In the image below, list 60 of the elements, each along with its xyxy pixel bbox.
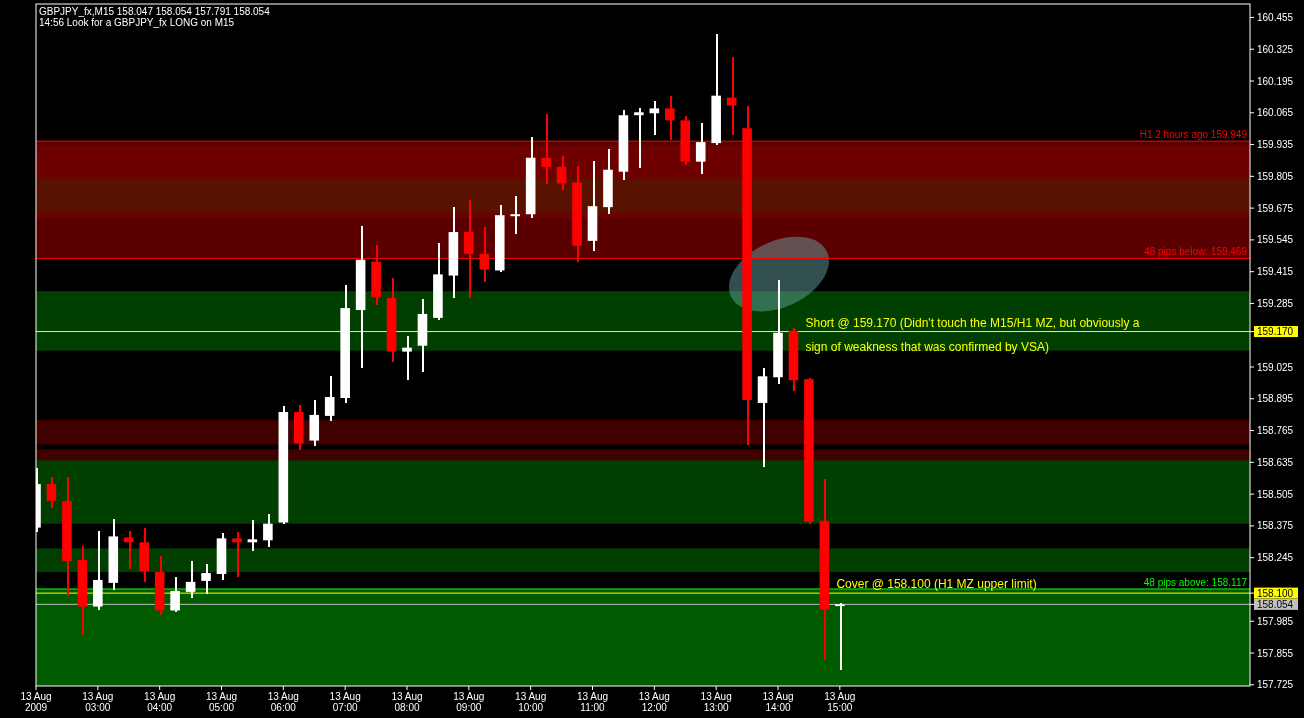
- candlestick: [247, 519, 258, 552]
- x-tick-label: 13 Aug 15:00: [824, 691, 856, 713]
- y-tick-label: 159.935: [1257, 139, 1294, 151]
- y-tick-label: 159.285: [1257, 297, 1294, 309]
- y-tick-label: 158.895: [1257, 393, 1294, 405]
- y-tick-label: 160.195: [1257, 75, 1294, 87]
- candlestick: [695, 122, 706, 175]
- text: 14:56 Look for a GBPJPY_fx LONG on M15: [39, 17, 235, 28]
- candlestick: [232, 531, 242, 578]
- candlestick: [46, 476, 57, 509]
- candlestick: [324, 375, 335, 422]
- y-tick-label: 158.245: [1257, 552, 1294, 564]
- y-tick-label: 160.325: [1257, 43, 1294, 55]
- y-tick-label: 159.170: [1257, 326, 1294, 338]
- y-tick-label: 157.725: [1257, 679, 1294, 691]
- candlestick: [185, 560, 196, 599]
- x-tick-label: 13 Aug 12:00: [638, 691, 670, 713]
- y-tick-label: 159.415: [1257, 266, 1294, 278]
- y-tick-label: 158.765: [1257, 425, 1294, 437]
- y-tick-label: 159.675: [1257, 202, 1294, 214]
- x-tick-label: 13 Aug 05:00: [205, 691, 238, 713]
- y-tick-label: 157.855: [1257, 647, 1294, 659]
- x-tick-label: 13 Aug 13:00: [700, 691, 732, 713]
- x-tick-label: 13 Aug 04:00: [144, 691, 176, 713]
- x-tick-label: 13 Aug 06:00: [267, 691, 299, 713]
- candlestick: [263, 513, 273, 548]
- y-tick-label: 158.375: [1257, 520, 1294, 532]
- annotation: Short @ 159.170 (Didn't touch the M15/H1 MZ, but obviously a sign of weakness that was confirmed by VSA): [805, 315, 1140, 354]
- ref-line-label: 48 pips below: 159.469: [1144, 246, 1248, 258]
- x-tick-label: 13 Aug 09:00: [453, 691, 485, 713]
- y-tick-label: 158.100: [1257, 587, 1294, 599]
- ref-line-label: H1 2 hours ago 159.949: [1139, 129, 1248, 141]
- x-tick-label: 13 Aug 11:00: [576, 691, 609, 713]
- x-tick-label: 13 Aug 07:00: [329, 691, 361, 713]
- y-tick-label: 158.635: [1257, 456, 1294, 468]
- y-tick-label: 160.065: [1257, 107, 1294, 119]
- candlestick: [510, 195, 520, 235]
- candlestick: [649, 100, 660, 136]
- chart-title: GBPJPY_fx,M15 158.047 158.054 157.791 158.054: [39, 6, 271, 17]
- x-tick-label: 13 Aug 03:00: [82, 691, 114, 713]
- candlestick: [123, 530, 134, 570]
- ref-line-label: 48 pips above: 158.117: [1143, 576, 1248, 588]
- y-tick-label: 157.985: [1257, 615, 1294, 627]
- x-tick-label: 13 Aug 10:00: [515, 691, 547, 713]
- x-tick-label: 13 Aug 14:00: [762, 691, 794, 713]
- candlestick: [835, 602, 845, 671]
- candlestick: [402, 335, 412, 381]
- y-tick-label: 160.455: [1257, 11, 1294, 23]
- candlestick: [634, 107, 644, 169]
- y-tick-label: 158.505: [1257, 488, 1294, 500]
- candlestick: [170, 576, 180, 613]
- x-tick-label: 13 Aug 08:00: [391, 691, 423, 713]
- y-tick-label: 159.805: [1257, 170, 1294, 182]
- y-tick-label: 159.545: [1257, 234, 1294, 246]
- y-tick-label: 159.025: [1257, 361, 1294, 373]
- y-tick-label: 158.054: [1257, 598, 1294, 610]
- candlestick: [201, 563, 211, 595]
- x-tick-label: 13 Aug 2009: [20, 691, 52, 713]
- annotation: Cover @ 158.100 (H1 MZ upper limit): [836, 577, 1037, 592]
- candlestick: [556, 155, 567, 191]
